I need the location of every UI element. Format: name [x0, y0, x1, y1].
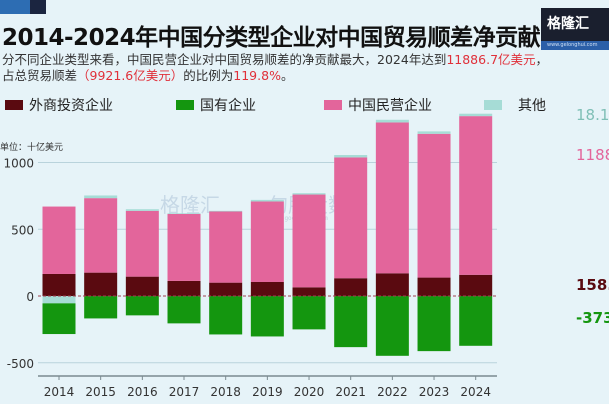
bar-state: [250, 296, 284, 337]
bar-foreign: [292, 287, 326, 296]
bar-other: [84, 195, 118, 199]
bar-state: [459, 296, 493, 346]
bar-state: [167, 296, 201, 324]
bar-state: [42, 303, 76, 335]
bar-private: [84, 198, 118, 273]
bar-foreign: [334, 278, 368, 296]
legend-label: 中国民营企业: [348, 98, 432, 114]
bar-other: [292, 193, 326, 195]
bar-private: [125, 210, 159, 277]
bar-foreign: [125, 276, 159, 296]
bar-other: [167, 213, 201, 214]
subtitle-highlight: 11886.7亿美元: [446, 52, 536, 67]
bar-foreign: [209, 282, 243, 296]
legend-item-state: 国有企业: [176, 95, 256, 115]
bar-state: [334, 296, 368, 348]
bar-private: [292, 194, 326, 288]
bar-private: [334, 157, 368, 279]
bar-other: [125, 209, 159, 211]
x-tick-label: 2015: [85, 385, 116, 399]
bar-state: [375, 296, 409, 356]
bar-foreign: [375, 273, 409, 296]
bar-foreign: [42, 273, 76, 296]
x-tick-label: 2024: [460, 385, 491, 399]
chart-subtitle: 分不同企业类型来看，中国民营企业对中国贸易顺差的净贡献最大，2024年达到118…: [2, 52, 548, 84]
logo-text: 格隆汇: [547, 16, 589, 32]
chart-legend: 外商投资企业 国有企业 中国民营企业 其他: [0, 95, 609, 114]
chart-title: 2014-2024年中国分类型企业对中国贸易顺差净贡献: [2, 25, 541, 51]
bar-foreign: [250, 281, 284, 296]
bar-private: [375, 122, 409, 274]
bar-foreign: [459, 274, 493, 296]
header-decoration: [0, 0, 30, 14]
subtitle-highlight: （9921.6亿美元）: [77, 68, 184, 83]
bar-other: [459, 113, 493, 117]
bar-private: [417, 133, 451, 278]
x-tick-label: 2023: [419, 385, 450, 399]
legend-swatch: [5, 100, 23, 110]
bar-other: [42, 296, 76, 304]
legend-item-private: 中国民营企业: [324, 95, 432, 115]
legend-label: 国有企业: [200, 98, 256, 114]
logo-url: www.gelonghui.com: [541, 41, 609, 50]
y-tick-label: -500: [7, 357, 34, 371]
bar-state: [125, 296, 159, 316]
legend-swatch: [324, 100, 342, 110]
y-tick-label: 1000: [3, 157, 34, 171]
x-tick-label: 2018: [210, 385, 241, 399]
bar-state: [292, 296, 326, 330]
end-label: 158.7: [576, 276, 609, 294]
subtitle-text: ，: [535, 52, 549, 67]
bar-other: [417, 131, 451, 134]
legend-swatch: [484, 100, 502, 110]
bar-private: [167, 213, 201, 281]
legend-label: 其他: [518, 98, 546, 114]
bar-foreign: [417, 277, 451, 296]
end-label: 1188.7: [576, 146, 609, 164]
bar-other: [209, 210, 243, 212]
end-label: 18.12: [576, 106, 609, 124]
legend-item-other: 其他: [484, 95, 546, 115]
legend-item-foreign: 外商投资企业: [5, 95, 113, 115]
bar-private: [42, 206, 76, 274]
bar-foreign: [167, 280, 201, 296]
x-tick-label: 2017: [169, 385, 200, 399]
x-tick-label: 2019: [252, 385, 283, 399]
bar-other: [375, 119, 409, 123]
subtitle-text: 分不同企业类型来看，中国民营企业对中国贸易顺差的净贡献最大，2024年达到: [2, 52, 447, 67]
subtitle-text: 占总贸易顺差: [2, 68, 78, 83]
bar-state: [209, 296, 243, 335]
subtitle-highlight: 119.8%: [233, 68, 281, 83]
subtitle-text: 。: [280, 68, 294, 83]
bar-private: [459, 116, 493, 275]
header-decoration-dark: [30, 0, 46, 14]
y-tick-label: 500: [11, 223, 34, 237]
x-tick-label: 2014: [44, 385, 75, 399]
bar-private: [250, 201, 284, 282]
subtitle-text: 的比例为: [183, 68, 234, 83]
x-tick-label: 2022: [377, 385, 408, 399]
bar-state: [84, 296, 118, 319]
x-tick-label: 2021: [335, 385, 366, 399]
legend-swatch: [176, 100, 194, 110]
bar-private: [209, 211, 243, 283]
bar-other: [334, 155, 368, 158]
unit-label: 单位：十亿美元: [0, 143, 64, 153]
bar-other: [250, 199, 284, 202]
brand-logo: 格隆汇 www.gelonghui.com: [541, 8, 609, 50]
x-tick-label: 2020: [294, 385, 325, 399]
y-tick-label: 0: [26, 290, 34, 304]
legend-label: 外商投资企业: [29, 98, 113, 114]
x-tick-label: 2016: [127, 385, 158, 399]
end-label: -373.x: [576, 309, 609, 327]
bar-foreign: [84, 272, 118, 296]
bar-state: [417, 296, 451, 352]
